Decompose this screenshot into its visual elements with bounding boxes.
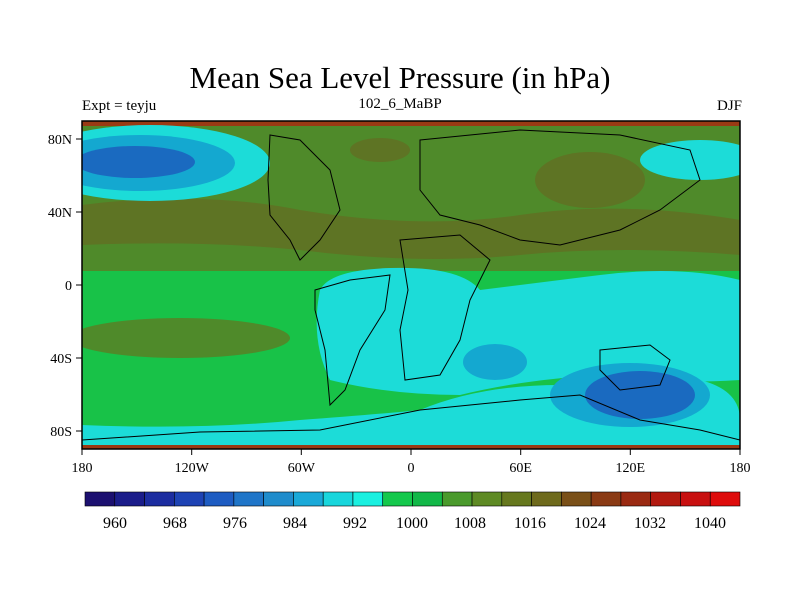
aleutian-low-core <box>82 146 195 178</box>
coastline-north-america <box>267 134 341 261</box>
colorbar-swatch <box>114 491 145 507</box>
x-tick-label: 60W <box>288 461 316 476</box>
colorbar-swatch <box>144 491 175 507</box>
colorbar-label: 1000 <box>396 515 428 532</box>
subtropical-high-band <box>82 198 740 259</box>
colorbar-label: 1032 <box>634 515 666 532</box>
colorbar-swatch <box>709 491 741 507</box>
polar-edge-top <box>82 121 740 126</box>
tick-marks <box>76 138 741 455</box>
colorbar-label: 960 <box>103 515 127 532</box>
y-tick-label: 40N <box>48 206 72 221</box>
coastline-antarctica <box>82 394 740 441</box>
southern-ocean-low-core <box>585 371 695 419</box>
y-tick-label: 80S <box>50 425 72 440</box>
polar-edge-bottom <box>82 445 740 449</box>
season-label: DJF <box>716 98 742 114</box>
x-tick-label: 120E <box>616 461 646 476</box>
x-axis-labels: 180 120W 60W 0 60E 120E 180 <box>72 461 751 476</box>
colorbar-swatch <box>531 491 562 507</box>
indian-ocean-low <box>463 344 527 380</box>
colorbar-swatch <box>561 491 592 507</box>
colorbar-swatch <box>84 491 116 507</box>
southern-ridge <box>82 318 290 358</box>
colorbar-swatch <box>471 491 503 507</box>
coastline-africa <box>399 234 491 381</box>
north-pacific-low <box>640 140 740 180</box>
colorbar-swatch <box>293 491 324 507</box>
y-axis-labels: 80N 40N 0 40S 80S <box>48 133 72 440</box>
colorbar-swatch <box>590 491 622 507</box>
plot-title: Mean Sea Level Pressure (in hPa) <box>189 60 611 95</box>
colorbar-swatch <box>174 491 205 507</box>
colorbar-swatch <box>412 491 443 507</box>
x-tick-label: 180 <box>72 461 93 476</box>
colorbar-swatch <box>203 491 235 507</box>
asian-high <box>535 152 645 208</box>
y-tick-label: 40S <box>50 352 72 367</box>
colorbar-swatch <box>620 491 651 507</box>
y-tick-label: 0 <box>65 279 72 294</box>
colorbar-swatch <box>322 491 354 507</box>
coastline-australia <box>599 344 671 391</box>
colorbar-swatch <box>650 491 681 507</box>
time-label: 102_6_MaBP <box>358 96 442 112</box>
coastlines <box>82 129 740 441</box>
coastline-eurasia <box>419 129 701 246</box>
colorbar-label: 984 <box>283 515 307 532</box>
colorbar-swatch <box>352 491 384 507</box>
colorbar-label: 1008 <box>454 515 486 532</box>
x-tick-label: 60E <box>509 461 532 476</box>
colorbar-label: 992 <box>343 515 367 532</box>
colorbar-swatch <box>263 491 294 507</box>
icelandic-low <box>350 138 410 162</box>
colorbar-swatch <box>233 491 264 507</box>
colorbar-swatch <box>382 491 413 507</box>
colorbar <box>84 491 741 507</box>
x-tick-label: 180 <box>730 461 751 476</box>
colorbar-label: 1016 <box>514 515 546 532</box>
colorbar-label: 976 <box>223 515 247 532</box>
colorbar-label: 1040 <box>694 515 726 532</box>
colorbar-label: 1024 <box>574 515 606 532</box>
experiment-label: Expt = teyju <box>82 98 157 114</box>
colorbar-labels: 960 968 976 984 992 1000 1008 1016 1024 … <box>103 515 726 532</box>
y-tick-label: 80N <box>48 133 72 148</box>
coastline-south-america <box>314 274 391 407</box>
x-tick-label: 120W <box>175 461 210 476</box>
x-tick-label: 0 <box>408 461 415 476</box>
colorbar-swatch <box>680 491 711 507</box>
colorbar-label: 968 <box>163 515 187 532</box>
colorbar-swatch <box>501 491 532 507</box>
pressure-field <box>82 121 740 449</box>
colorbar-swatch <box>441 491 473 507</box>
